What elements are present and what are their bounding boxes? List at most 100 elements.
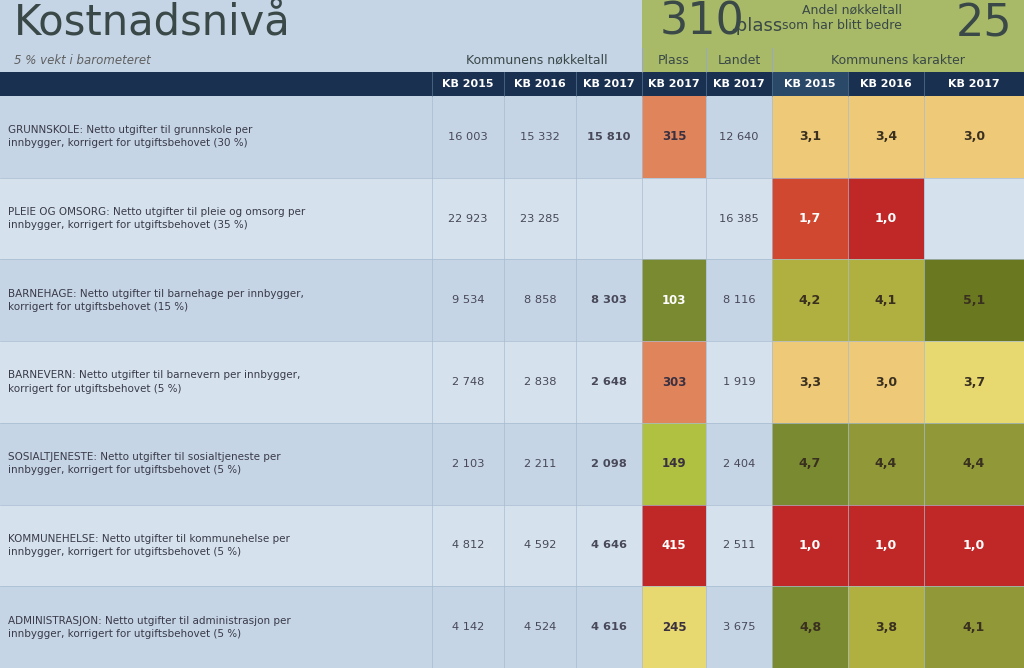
Bar [848,504,924,587]
Text: KB 2016: KB 2016 [860,79,912,89]
Bar [706,341,772,423]
Text: 15 810: 15 810 [587,132,631,142]
Bar [772,341,848,423]
Bar [642,0,1024,48]
Text: 4,4: 4,4 [874,457,897,470]
Bar [772,504,848,587]
Text: KB 2017: KB 2017 [648,79,699,89]
Bar [924,341,1024,423]
Bar [706,178,772,259]
Bar [772,178,848,259]
Text: 8 116: 8 116 [723,295,756,305]
Text: 2 838: 2 838 [523,377,556,387]
Bar [848,96,924,178]
Text: KB 2015: KB 2015 [784,79,836,89]
Bar [924,96,1024,178]
Text: 4 592: 4 592 [524,540,556,550]
Text: KB 2016: KB 2016 [514,79,566,89]
Text: 4 812: 4 812 [452,540,484,550]
Text: KB 2017: KB 2017 [948,79,999,89]
Bar [848,423,924,504]
Text: SOSIALTJENESTE: Netto utgifter til sosialtjeneste per
innbygger, korrigert for u: SOSIALTJENESTE: Netto utgifter til sosia… [8,452,281,476]
Text: Kommunens karakter: Kommunens karakter [831,53,965,67]
Text: 2 748: 2 748 [452,377,484,387]
Bar [848,587,924,668]
Bar [642,341,706,423]
Text: 16 385: 16 385 [719,214,759,224]
Text: 12 640: 12 640 [719,132,759,142]
Bar [924,423,1024,504]
Text: 3,7: 3,7 [963,375,985,389]
Text: 3,3: 3,3 [799,375,821,389]
Bar [924,587,1024,668]
Text: 3,4: 3,4 [874,130,897,144]
Text: 15 332: 15 332 [520,132,560,142]
Text: 1,0: 1,0 [874,212,897,225]
Text: GRUNNSKOLE: Netto utgifter til grunnskole per
innbygger, korrigert for utgiftsbe: GRUNNSKOLE: Netto utgifter til grunnskol… [8,126,252,148]
Text: KOMMUNEHELSE: Netto utgifter til kommunehelse per
innbygger, korrigert for utgif: KOMMUNEHELSE: Netto utgifter til kommune… [8,534,290,557]
Bar [772,587,848,668]
Bar [706,423,772,504]
Bar [642,587,706,668]
Bar [642,423,706,504]
Bar [848,259,924,341]
Text: 3 675: 3 675 [723,622,756,632]
Text: 4 616: 4 616 [591,622,627,632]
Bar [772,259,848,341]
Text: 4,7: 4,7 [799,457,821,470]
Text: 1,0: 1,0 [799,539,821,552]
Text: 2 648: 2 648 [591,377,627,387]
Text: 3,8: 3,8 [874,621,897,634]
Text: 2 511: 2 511 [723,540,756,550]
Text: 103: 103 [662,294,686,307]
Bar [706,259,772,341]
Text: 9 534: 9 534 [452,295,484,305]
Text: ADMINISTRASJON: Netto utgifter til administrasjon per
innbygger, korrigert for u: ADMINISTRASJON: Netto utgifter til admin… [8,615,291,639]
Text: 2 098: 2 098 [591,459,627,469]
Text: 1 919: 1 919 [723,377,756,387]
Bar [0,178,772,259]
Text: 2 211: 2 211 [524,459,556,469]
Bar [706,587,772,668]
Text: BARNEVERN: Netto utgifter til barnevern per innbygger,
korrigert for utgiftsbeho: BARNEVERN: Netto utgifter til barnevern … [8,370,300,393]
Bar [0,72,1024,96]
Text: 4,8: 4,8 [799,621,821,634]
Text: Kommunens nøkkeltall: Kommunens nøkkeltall [466,53,608,67]
Bar [642,259,706,341]
Text: 3,0: 3,0 [963,130,985,144]
Bar [0,96,772,178]
Bar [848,178,924,259]
Text: 245: 245 [662,621,686,634]
Text: Landet: Landet [718,53,761,67]
Bar [0,587,772,668]
Text: BARNEHAGE: Netto utgifter til barnehage per innbygger,
korrigert for utgiftsbeho: BARNEHAGE: Netto utgifter til barnehage … [8,289,304,312]
Bar [0,423,772,504]
Text: 149: 149 [662,457,686,470]
Text: 1,0: 1,0 [874,539,897,552]
Text: Andel nøkkeltall
som har blitt bedre: Andel nøkkeltall som har blitt bedre [782,4,902,32]
Bar [642,96,706,178]
Bar [772,423,848,504]
Bar [924,178,1024,259]
Text: 4 524: 4 524 [524,622,556,632]
Text: Kostnadsnivå: Kostnadsnivå [14,3,291,45]
Bar [0,0,642,48]
Text: .plass: .plass [730,17,782,35]
Bar [0,504,772,587]
Text: 315: 315 [662,130,686,144]
Bar [0,259,772,341]
Text: 4,1: 4,1 [874,294,897,307]
Text: KB 2015: KB 2015 [442,79,494,89]
Text: 4,2: 4,2 [799,294,821,307]
Text: 23 285: 23 285 [520,214,560,224]
Text: 25: 25 [955,3,1012,45]
Bar [0,48,642,72]
Text: 1,7: 1,7 [799,212,821,225]
Text: 303: 303 [662,375,686,389]
Bar [642,178,706,259]
Text: Plass: Plass [658,53,690,67]
Text: PLEIE OG OMSORG: Netto utgifter til pleie og omsorg per
innbygger, korrigert for: PLEIE OG OMSORG: Netto utgifter til plei… [8,207,305,230]
Text: 5 % vekt i barometeret: 5 % vekt i barometeret [14,53,151,67]
Text: 4,4: 4,4 [963,457,985,470]
Bar [772,72,848,96]
